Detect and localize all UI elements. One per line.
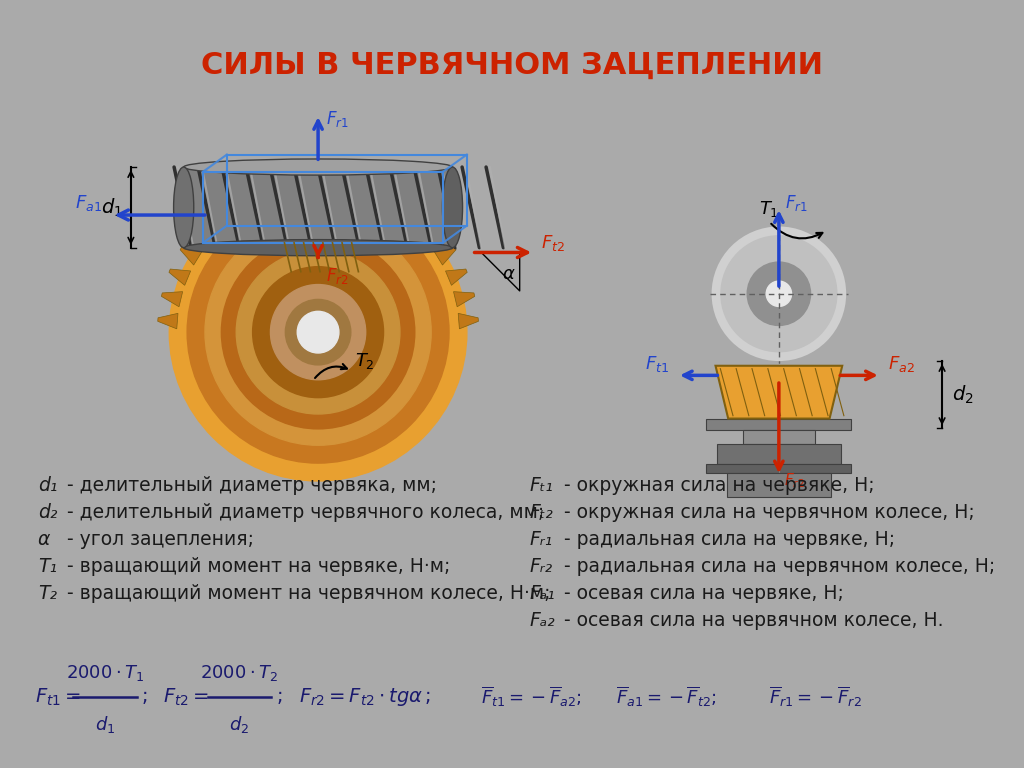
Text: T₂: T₂ — [38, 584, 56, 603]
Text: α: α — [38, 530, 50, 549]
Circle shape — [721, 237, 837, 352]
Polygon shape — [434, 247, 456, 265]
Text: $F_{t2} =$: $F_{t2} =$ — [163, 687, 209, 707]
Text: T₁: T₁ — [38, 557, 56, 576]
Text: $F_{r2} = F_{t2} \cdot tg\alpha\,;$: $F_{r2} = F_{t2} \cdot tg\alpha\,;$ — [299, 686, 431, 708]
Polygon shape — [180, 247, 202, 265]
Text: $F_{t2}$: $F_{t2}$ — [541, 233, 565, 253]
Text: Fₐ₁: Fₐ₁ — [529, 584, 555, 603]
Text: $\overline{F}_{a1} = -\overline{F}_{t2}$$;$: $\overline{F}_{a1} = -\overline{F}_{t2}$… — [615, 685, 717, 709]
Polygon shape — [169, 269, 190, 286]
Text: - окружная сила на червяке, Н;: - окружная сила на червяке, Н; — [558, 476, 874, 495]
Text: - окружная сила на червячном колесе, Н;: - окружная сила на червячном колесе, Н; — [558, 503, 975, 522]
Ellipse shape — [183, 159, 453, 175]
Text: - осевая сила на червячном колесе, Н.: - осевая сила на червячном колесе, Н. — [558, 611, 943, 630]
Text: - осевая сила на червяке, Н;: - осевая сила на червяке, Н; — [558, 584, 844, 603]
Text: Fₜ₂: Fₜ₂ — [529, 503, 553, 522]
Text: $\overline{F}_{r1} = -\overline{F}_{r2}$: $\overline{F}_{r1} = -\overline{F}_{r2}$ — [769, 685, 862, 709]
Polygon shape — [454, 292, 475, 306]
Circle shape — [713, 227, 845, 360]
Polygon shape — [421, 227, 441, 247]
Text: $d_1$: $d_1$ — [101, 196, 123, 219]
Text: $T_2$: $T_2$ — [354, 351, 375, 371]
Text: $d_2$: $d_2$ — [229, 714, 250, 735]
Circle shape — [187, 201, 449, 463]
Polygon shape — [232, 194, 251, 216]
Circle shape — [205, 219, 431, 445]
Polygon shape — [183, 167, 453, 248]
Text: d₂: d₂ — [38, 503, 57, 522]
Text: $F_{r1}$: $F_{r1}$ — [326, 109, 348, 129]
Text: $2000 \cdot T_1$: $2000 \cdot T_1$ — [66, 663, 144, 683]
Polygon shape — [707, 419, 851, 430]
Circle shape — [748, 262, 811, 326]
Circle shape — [253, 266, 384, 398]
Text: $F_{t1}$: $F_{t1}$ — [645, 354, 670, 374]
Text: - радиальная сила на червячном колесе, Н;: - радиальная сила на червячном колесе, Н… — [558, 557, 995, 576]
Text: $d_2$: $d_2$ — [951, 383, 973, 406]
Text: $\alpha$: $\alpha$ — [503, 266, 516, 283]
Text: $2000 \cdot T_2$: $2000 \cdot T_2$ — [201, 663, 279, 683]
Circle shape — [286, 300, 351, 365]
Text: - делительный диаметр червячного колеса, мм;: - делительный диаметр червячного колеса,… — [60, 503, 544, 522]
Text: $F_{r2}$: $F_{r2}$ — [326, 266, 348, 286]
Text: $F_{r2}$: $F_{r2}$ — [783, 472, 805, 490]
Polygon shape — [727, 473, 830, 498]
Polygon shape — [742, 430, 815, 445]
Text: - вращающий момент на червяке, Н·м;: - вращающий момент на червяке, Н·м; — [60, 557, 451, 576]
Text: $d_1$: $d_1$ — [95, 714, 115, 735]
Polygon shape — [158, 313, 178, 329]
Text: $F_{r1}$: $F_{r1}$ — [784, 193, 807, 213]
Text: Fᵣ₂: Fᵣ₂ — [529, 557, 552, 576]
Polygon shape — [322, 172, 337, 192]
Text: $T_1$: $T_1$ — [760, 199, 779, 220]
Circle shape — [270, 285, 366, 380]
Text: - вращающий момент на червячном колесе, Н·м;: - вращающий момент на червячном колесе, … — [60, 584, 550, 603]
Circle shape — [169, 184, 467, 481]
Polygon shape — [445, 269, 467, 286]
Text: Fᵣ₁: Fᵣ₁ — [529, 530, 552, 549]
Ellipse shape — [183, 240, 453, 256]
Polygon shape — [162, 292, 182, 306]
Text: - радиальная сила на червяке, Н;: - радиальная сила на червяке, Н; — [558, 530, 895, 549]
Text: СИЛЫ В ЧЕРВЯЧНОМ ЗАЦЕПЛЕНИИ: СИЛЫ В ЧЕРВЯЧНОМ ЗАЦЕПЛЕНИИ — [201, 51, 823, 80]
Ellipse shape — [174, 167, 194, 248]
Ellipse shape — [442, 167, 463, 248]
Text: $F_{t1} =$: $F_{t1} =$ — [35, 687, 81, 707]
Polygon shape — [365, 183, 381, 205]
Text: $;$: $;$ — [141, 687, 147, 707]
Text: $F_{a2}$: $F_{a2}$ — [888, 354, 915, 374]
Polygon shape — [707, 464, 851, 473]
Circle shape — [766, 281, 792, 306]
Polygon shape — [458, 313, 478, 329]
Polygon shape — [255, 183, 271, 205]
Text: $;$: $;$ — [275, 687, 282, 707]
Polygon shape — [403, 209, 424, 230]
Circle shape — [297, 311, 339, 353]
Polygon shape — [716, 366, 842, 419]
Text: - делительный диаметр червяка, мм;: - делительный диаметр червяка, мм; — [60, 476, 437, 495]
Circle shape — [237, 250, 400, 414]
Text: d₁: d₁ — [38, 476, 57, 495]
Polygon shape — [212, 209, 232, 230]
Polygon shape — [278, 176, 293, 197]
Text: - угол зацепления;: - угол зацепления; — [60, 530, 254, 549]
Polygon shape — [343, 176, 358, 197]
Circle shape — [221, 236, 415, 429]
Polygon shape — [299, 172, 314, 192]
Text: Fₜ₁: Fₜ₁ — [529, 476, 553, 495]
Text: Fₐ₂: Fₐ₂ — [529, 611, 555, 630]
Polygon shape — [385, 194, 403, 216]
Text: $\overline{F}_{t1}=-\overline{F}_{a2}$$;$: $\overline{F}_{t1}=-\overline{F}_{a2}$$;… — [481, 685, 583, 709]
Polygon shape — [195, 227, 216, 247]
Text: $F_{a1}$: $F_{a1}$ — [75, 193, 102, 213]
Polygon shape — [717, 445, 841, 464]
